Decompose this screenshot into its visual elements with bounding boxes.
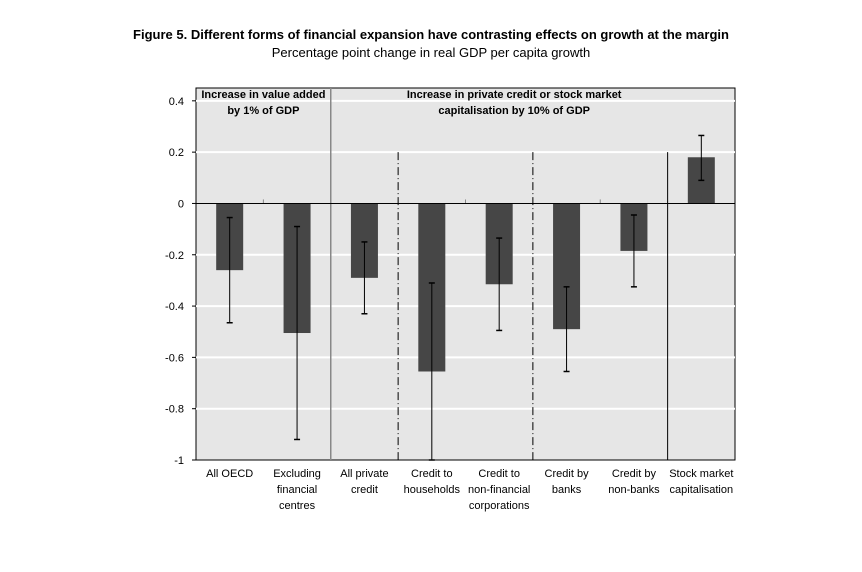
x-tick-label: banks: [552, 484, 582, 496]
x-tick-label: All private: [340, 468, 388, 480]
x-tick-label: Credit to: [411, 468, 453, 480]
y-tick-label: -0.4: [165, 301, 184, 313]
y-tick-label: -0.8: [165, 404, 184, 416]
x-tick-label: Credit to: [478, 468, 520, 480]
x-tick-label: corporations: [469, 500, 530, 512]
group-annotation: Increase in value added: [201, 89, 325, 101]
plot-area: [195, 87, 736, 461]
y-tick-label: -0.6: [165, 352, 184, 364]
y-tick-label: -1: [174, 455, 184, 467]
x-tick-label: non-banks: [608, 484, 660, 496]
x-tick-label: All OECD: [206, 468, 253, 480]
x-tick-label: non-financial: [468, 484, 530, 496]
x-tick-label: capitalisation: [670, 484, 734, 496]
x-tick-label: households: [404, 484, 461, 496]
x-tick-label: financial: [277, 484, 317, 496]
y-tick-label: 0: [178, 198, 184, 210]
group-annotation: capitalisation by 10% of GDP: [438, 105, 590, 117]
y-tick-label: 0.4: [169, 96, 184, 108]
x-tick-label: centres: [279, 500, 316, 512]
y-tick-label: -0.2: [165, 250, 184, 262]
x-tick-label: credit: [351, 484, 378, 496]
group-annotation: Increase in private credit or stock mark…: [407, 89, 622, 101]
x-tick-label: Credit by: [612, 468, 657, 480]
x-tick-label: Credit by: [545, 468, 590, 480]
x-tick-label: Excluding: [273, 468, 321, 480]
group-annotation: by 1% of GDP: [227, 105, 299, 117]
chart-title: Figure 5. Different forms of financial e…: [133, 27, 729, 42]
x-tick-label: Stock market: [669, 468, 733, 480]
y-tick-label: 0.2: [169, 147, 184, 159]
chart-subtitle: Percentage point change in real GDP per …: [271, 45, 591, 60]
